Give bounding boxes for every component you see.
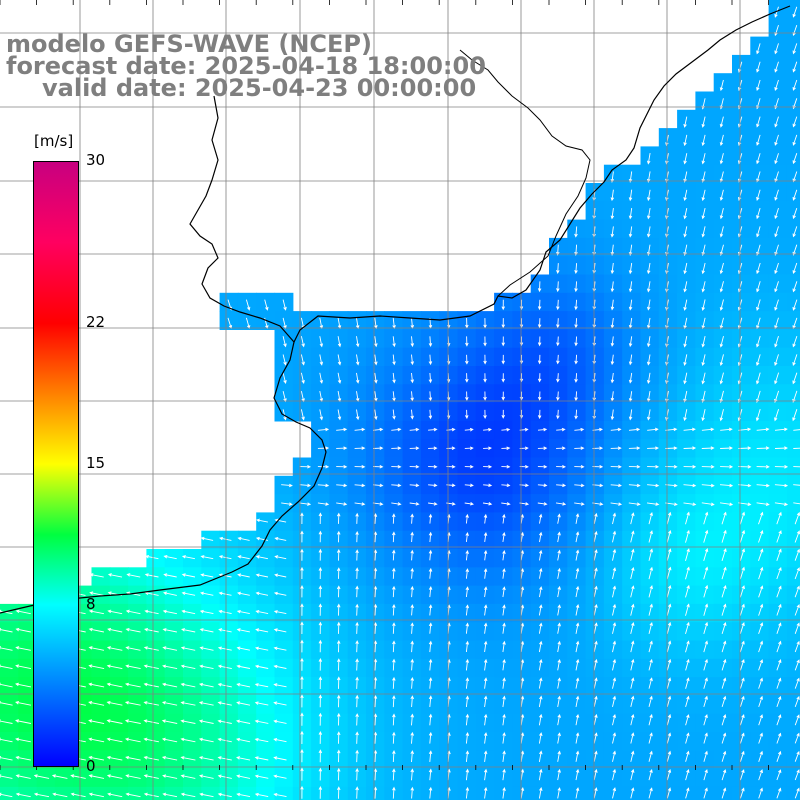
speed-cell	[275, 787, 294, 800]
speed-cell	[201, 787, 220, 800]
colorbar-tick-30: 30	[86, 153, 105, 168]
speed-cell	[55, 787, 74, 800]
colorbar	[33, 161, 79, 767]
speed-cell	[146, 787, 165, 800]
speed-cell	[714, 787, 733, 800]
speed-cell	[110, 787, 129, 800]
speed-cell	[256, 787, 275, 800]
speed-cell	[37, 787, 56, 800]
speed-cell	[750, 787, 769, 800]
speed-cell	[73, 787, 92, 800]
title-valid-date: valid date: 2025-04-23 00:00:00	[42, 76, 476, 100]
speed-cell	[220, 787, 239, 800]
speed-cell	[18, 787, 37, 800]
colorbar-tick-22: 22	[86, 315, 105, 330]
speed-cell	[183, 787, 202, 800]
colorbar-tick-15: 15	[86, 456, 105, 471]
speed-cell	[732, 787, 751, 800]
speed-cell	[695, 787, 714, 800]
speed-cell	[92, 787, 111, 800]
colorbar-tick-8: 8	[86, 597, 96, 612]
speed-cell	[769, 787, 788, 800]
speed-cell	[128, 787, 147, 800]
colorbar-tick-0: 0	[86, 759, 96, 774]
speed-cell	[0, 787, 19, 800]
colorbar-unit: [m/s]	[34, 132, 73, 150]
speed-cell	[238, 787, 257, 800]
speed-cell	[165, 787, 184, 800]
